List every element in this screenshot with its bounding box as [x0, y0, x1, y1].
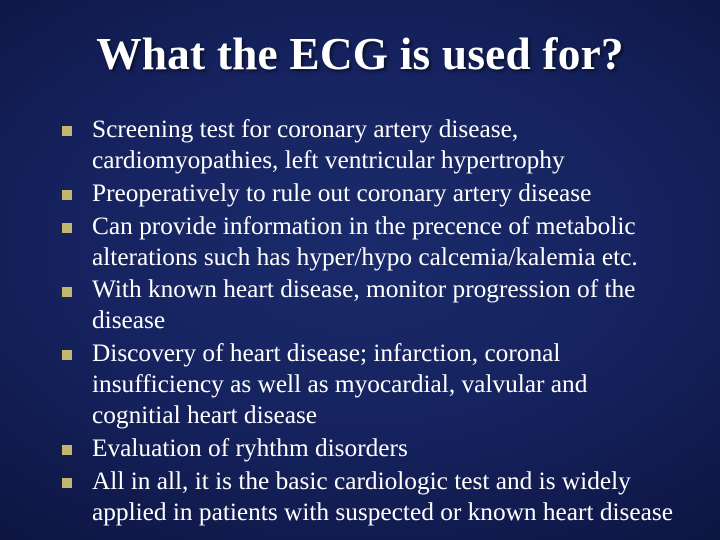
bullet-icon	[62, 287, 72, 297]
slide-container: What the ECG is used for? Screening test…	[0, 0, 720, 540]
bullet-icon	[62, 350, 72, 360]
bullet-icon	[62, 223, 72, 233]
list-item: All in all, it is the basic cardiologic …	[62, 466, 674, 528]
bullet-text: Discovery of heart disease; infarction, …	[92, 338, 674, 431]
bullet-list: Screening test for coronary artery disea…	[46, 114, 674, 528]
slide-title: What the ECG is used for?	[46, 28, 674, 80]
list-item: Evaluation of ryhthm disorders	[62, 433, 674, 464]
bullet-text: Preoperatively to rule out coronary arte…	[92, 178, 674, 209]
bullet-icon	[62, 445, 72, 455]
bullet-icon	[62, 190, 72, 200]
bullet-text: Evaluation of ryhthm disorders	[92, 433, 674, 464]
bullet-icon	[62, 126, 72, 136]
bullet-text: All in all, it is the basic cardiologic …	[92, 466, 674, 528]
bullet-text: Screening test for coronary artery disea…	[92, 114, 674, 176]
list-item: Screening test for coronary artery disea…	[62, 114, 674, 176]
bullet-text: Can provide information in the precence …	[92, 211, 674, 273]
list-item: With known heart disease, monitor progre…	[62, 274, 674, 336]
bullet-icon	[62, 478, 72, 488]
bullet-text: With known heart disease, monitor progre…	[92, 274, 674, 336]
list-item: Discovery of heart disease; infarction, …	[62, 338, 674, 431]
list-item: Preoperatively to rule out coronary arte…	[62, 178, 674, 209]
list-item: Can provide information in the precence …	[62, 211, 674, 273]
